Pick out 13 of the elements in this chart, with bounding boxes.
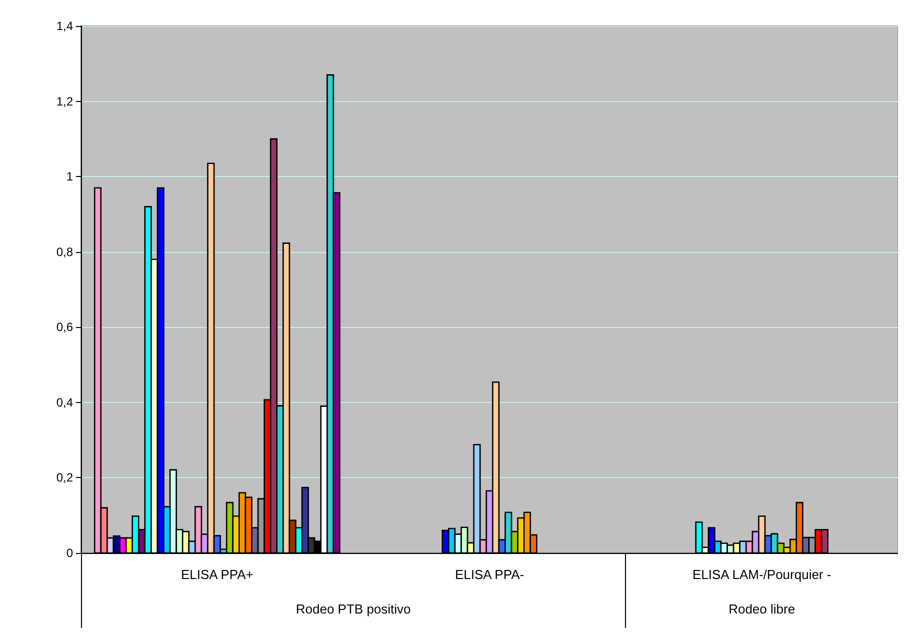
y-tick-label: 0,8	[56, 244, 74, 259]
x-tick-label: ELISA PPA+	[180, 567, 254, 582]
y-tick-label: 1,2	[56, 94, 74, 108]
y-tick-label: 0,4	[56, 395, 74, 410]
y-tick-label: 0,6	[56, 320, 74, 334]
y-tick-label: 0,2	[56, 470, 74, 485]
x-tick-label: ELISA PPA-	[454, 567, 524, 582]
text: Rodeo PTB positivo	[296, 602, 411, 616]
y-tick-label: 1	[66, 170, 74, 184]
x-tick-label: ELISA LAM-/Pourquier -	[692, 567, 832, 582]
y-tick-label: 0	[66, 546, 74, 560]
text: Rodeo libre	[728, 602, 796, 616]
y-tick-label: 1,4	[56, 19, 74, 33]
